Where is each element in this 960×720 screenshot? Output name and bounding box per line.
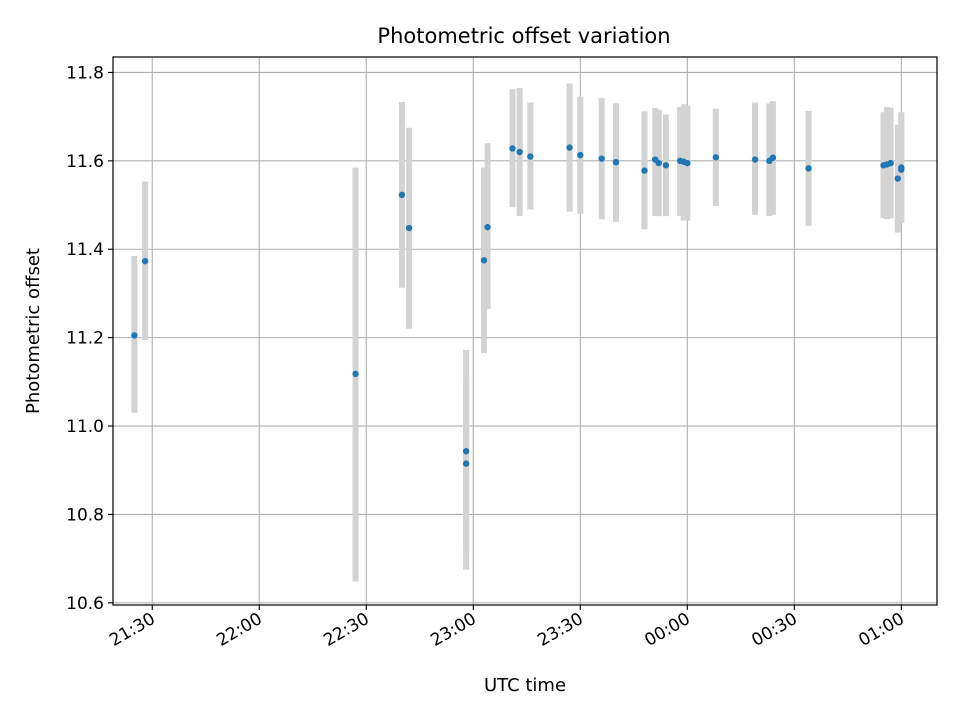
y-tick-label: 10.8: [66, 505, 104, 525]
x-tick-label: 01:00: [855, 609, 907, 651]
data-point: [527, 153, 534, 160]
x-axis-ticks: 21:30 22:00 22:30 23:00 23:30 00:00 00:30 01:00: [106, 605, 908, 651]
data-point: [598, 155, 605, 162]
data-point: [462, 460, 470, 467]
data-markers: [131, 144, 905, 467]
y-axis-ticks: 10.6 10.8 11.0 11.2 11.4 11.6 11.8: [66, 63, 113, 614]
y-tick-label: 10.6: [66, 594, 104, 614]
data-point: [405, 224, 413, 232]
grid-lines: [113, 57, 937, 605]
data-point: [612, 158, 620, 166]
data-point: [769, 154, 777, 161]
x-tick-label: 21:30: [106, 609, 158, 651]
data-point: [352, 370, 359, 378]
data-point: [516, 148, 523, 156]
data-point: [887, 159, 894, 167]
data-point: [131, 332, 138, 339]
data-point: [751, 156, 759, 163]
y-tick-label: 11.2: [66, 329, 104, 349]
x-tick-label: 22:30: [320, 609, 372, 651]
data-point: [684, 159, 691, 167]
x-tick-label: 22:00: [213, 609, 265, 651]
x-tick-label: 23:00: [427, 609, 479, 651]
data-point: [484, 223, 491, 231]
x-tick-label: 00:30: [748, 609, 800, 651]
y-tick-label: 11.4: [66, 240, 104, 260]
error-bars: [131, 83, 905, 582]
data-point: [398, 191, 406, 199]
plot-frame: [112, 56, 938, 606]
data-point: [655, 159, 662, 167]
data-point: [566, 144, 573, 151]
data-point: [662, 162, 670, 169]
x-tick-label: 00:00: [641, 609, 693, 651]
y-tick-label: 11.8: [66, 63, 104, 83]
y-tick-label: 11.0: [66, 417, 104, 437]
data-point: [894, 175, 901, 182]
chart-title: Photometric offset variation: [377, 24, 670, 48]
data-point: [509, 145, 516, 152]
x-tick-label: 23:30: [534, 609, 586, 651]
data-point: [712, 154, 720, 161]
data-point: [641, 167, 648, 174]
y-tick-label: 11.6: [66, 152, 104, 172]
data-point: [577, 151, 584, 159]
data-point: [805, 165, 812, 172]
data-point: [898, 164, 905, 171]
data-point: [480, 257, 488, 264]
data-point: [141, 257, 149, 265]
x-axis-label: UTC time: [484, 675, 566, 696]
data-point: [462, 448, 470, 455]
y-axis-label: Photometric offset: [23, 248, 44, 414]
